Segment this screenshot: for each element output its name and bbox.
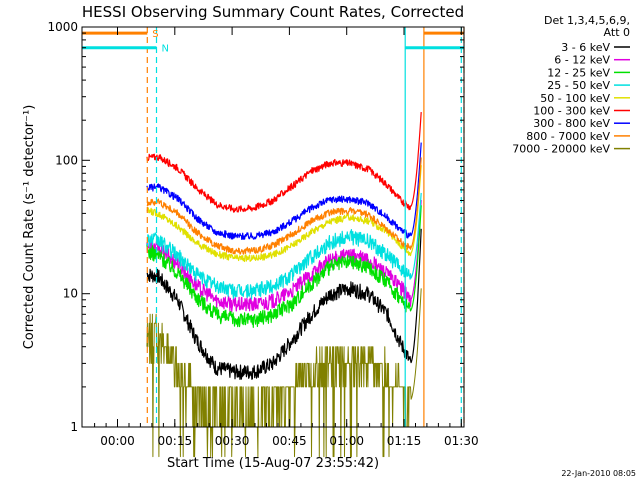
legend-label-800-7000-kev: 800 - 7000 keV — [526, 130, 610, 143]
legend-label-100-300-kev: 100 - 300 keV — [533, 105, 610, 118]
series-line-50-100-kev — [146, 165, 422, 263]
y-axis: 1 10 100 1000 — [47, 20, 464, 434]
x-tick-label: 00:45 — [272, 434, 307, 448]
series-line-300-800-kev — [146, 142, 422, 240]
x-tick-label: 00:30 — [215, 434, 250, 448]
y-axis-label: Corrected Count Rate (s⁻¹ detector⁻¹) — [22, 105, 37, 350]
plot-area: SN 00:00 00:15 00:30 00:45 01:00 01:15 01:30 1… — [47, 20, 479, 458]
legend-label-25-50-kev: 25 - 50 keV — [547, 79, 610, 92]
footer-timestamp: 22-Jan-2010 08:05 — [561, 469, 636, 478]
x-tick-label: 01:15 — [387, 434, 422, 448]
y-tick-label: 10 — [63, 287, 78, 301]
plot-frame — [81, 26, 465, 428]
series-line-7000-20000-kev — [146, 288, 422, 458]
x-tick-label: 00:00 — [100, 434, 135, 448]
y-tick-label: 1 — [70, 420, 78, 434]
series-line-800-7000-kev — [146, 157, 422, 255]
legend-label-300-800-kev: 300 - 800 keV — [533, 117, 610, 130]
legend-label-50-100-kev: 50 - 100 keV — [540, 92, 610, 105]
y-tick-label: 1000 — [47, 20, 78, 34]
x-axis: 00:00 00:15 00:30 00:45 01:00 01:15 01:30 — [94, 27, 479, 448]
series-line-6-12-kev — [146, 199, 422, 313]
series-layer — [146, 112, 422, 458]
legend-header: Att 0 — [604, 26, 630, 39]
legend-label-6-12-kev: 6 - 12 keV — [554, 54, 610, 67]
x-tick-label: 01:00 — [329, 434, 364, 448]
legend-header: Det 1,3,4,5,6,9, — [544, 14, 630, 27]
x-tick-label: 01:30 — [444, 434, 479, 448]
flag-label-s: S — [152, 29, 158, 40]
x-tick-label: 00:15 — [158, 434, 193, 448]
y-tick-label: 100 — [55, 153, 78, 167]
series-line-100-300-kev — [146, 112, 422, 213]
chart-title: HESSI Observing Summary Count Rates, Cor… — [82, 3, 464, 21]
x-axis-label: Start Time (15-Aug-07 23:55:42) — [167, 456, 379, 471]
flag-label-n: N — [162, 44, 169, 55]
series-line-12-25-kev — [146, 205, 422, 328]
series-line-3-6-kev — [146, 228, 422, 380]
legend-label-7000-20000-kev: 7000 - 20000 keV — [512, 143, 610, 156]
legend-label-12-25-kev: 12 - 25 keV — [547, 66, 610, 79]
series-line-25-50-kev — [146, 192, 422, 300]
legend-label-3-6-kev: 3 - 6 keV — [561, 41, 610, 54]
